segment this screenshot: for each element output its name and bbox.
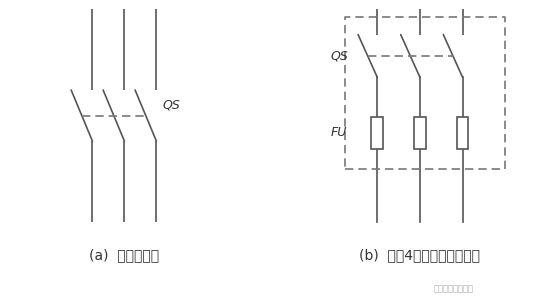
Text: QS: QS xyxy=(330,49,348,62)
Text: (b)  带焉4断器的刀开关符号: (b) 带焉4断器的刀开关符号 xyxy=(359,248,481,262)
Bar xyxy=(372,117,383,149)
Text: QS: QS xyxy=(163,98,180,112)
Text: FU: FU xyxy=(330,126,347,139)
Bar xyxy=(457,117,468,149)
Text: 建筑水电知识平台: 建筑水电知识平台 xyxy=(434,284,473,293)
Bar xyxy=(414,117,426,149)
Text: (a)  刀开关符号: (a) 刀开关符号 xyxy=(90,248,159,262)
